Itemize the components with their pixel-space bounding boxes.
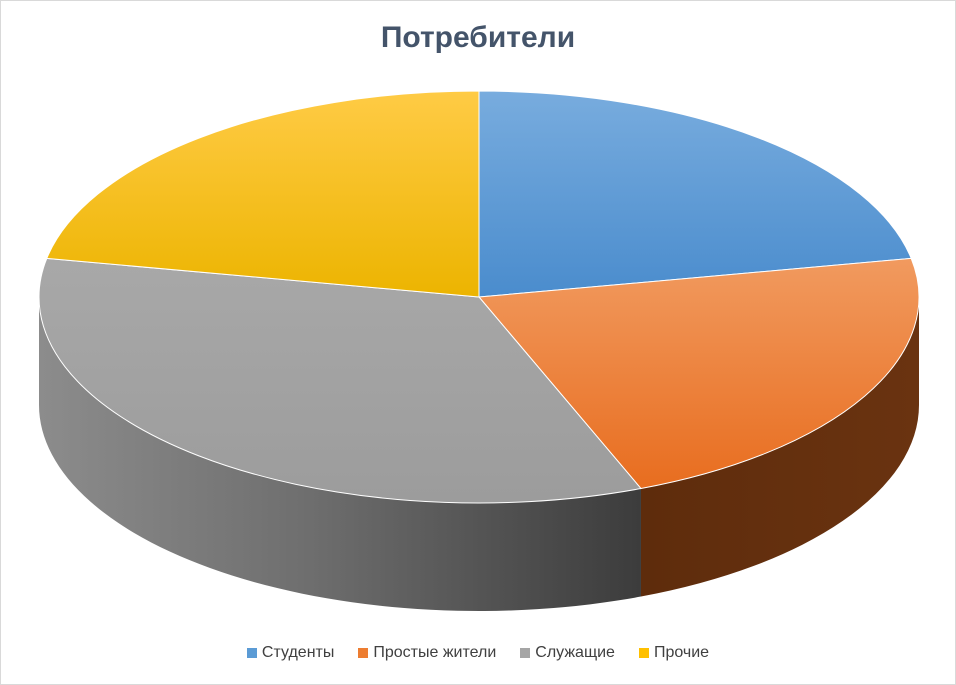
legend: Студенты Простые жители Служащие Прочие	[1, 644, 955, 662]
legend-item-2[interactable]: Простые жители	[358, 644, 496, 662]
legend-label-4: Прочие	[653, 644, 710, 661]
pie-slice-3[interactable]	[38, 257, 642, 504]
legend-swatch-3	[520, 648, 531, 658]
legend-label-2: Простые жители	[373, 644, 497, 661]
pie-side-3	[39, 297, 641, 611]
pie-side-2	[640, 297, 919, 597]
legend-swatch-1	[246, 648, 257, 658]
pie-slice-2[interactable]	[477, 257, 920, 490]
legend-label-3: Служащие	[535, 644, 615, 661]
legend-swatch-4	[638, 648, 649, 658]
pie-sides	[39, 297, 919, 611]
legend-swatch-2	[358, 648, 369, 658]
legend-label-1: Студенты	[261, 644, 335, 661]
legend-item-4[interactable]: Прочие	[638, 644, 710, 662]
pie-slice-4[interactable]	[46, 90, 480, 298]
pie-slices	[38, 90, 920, 504]
pie-slice-1[interactable]	[478, 90, 912, 298]
chart-title: Потребители	[380, 21, 576, 54]
legend-item-3[interactable]: Служащие	[520, 644, 615, 662]
legend-item-1[interactable]: Студенты	[246, 644, 335, 662]
